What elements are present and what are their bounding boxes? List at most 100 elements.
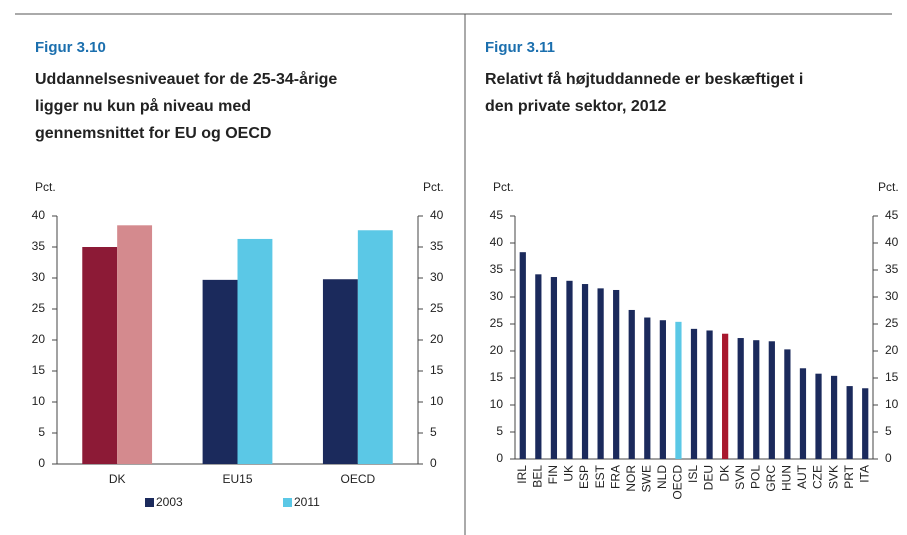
chart-title: den private sektor, 2012: [485, 98, 667, 115]
x-tick-label: EU15: [222, 472, 252, 486]
figure-label: Figur 3.11: [485, 39, 555, 56]
x-tick-label: EST: [593, 464, 607, 488]
x-tick-label: NLD: [655, 465, 669, 489]
y-tick-label: 35: [32, 239, 46, 253]
y2-tick-label: 40: [885, 235, 899, 249]
legend-swatch: [145, 498, 154, 507]
x-tick-label: DK: [717, 465, 731, 482]
y-tick-label: 25: [490, 316, 504, 330]
x-tick-label: ESP: [577, 465, 591, 489]
y2-tick-label: 10: [430, 394, 444, 408]
x-tick-label: POL: [748, 465, 762, 489]
x-tick-label: HUN: [780, 465, 794, 491]
chart-title: Relativt få højtuddannede er beskæftiget…: [485, 70, 803, 88]
y-tick-label: 15: [490, 370, 504, 384]
y2-tick-label: 25: [885, 316, 899, 330]
x-tick-label: ITA: [857, 465, 871, 483]
x-tick-label: BEL: [531, 465, 545, 488]
y-tick-label: 0: [38, 456, 45, 470]
bar: [613, 289, 620, 459]
y2-axis-label: Pct.: [423, 180, 444, 194]
x-tick-label: FIN: [546, 465, 560, 484]
chart-title: ligger nu kun på niveau med: [35, 97, 251, 115]
bar: [566, 280, 573, 459]
x-tick-label: OECD: [340, 472, 375, 486]
y-axis-label: Pct.: [493, 180, 514, 194]
y2-tick-label: 15: [885, 370, 899, 384]
y-tick-label: 5: [496, 424, 503, 438]
y-tick-label: 40: [32, 208, 46, 222]
y2-tick-label: 30: [430, 270, 444, 284]
x-tick-label: PRT: [842, 464, 856, 488]
y2-tick-label: 30: [885, 289, 899, 303]
bar: [862, 388, 869, 459]
x-tick-label: SVN: [733, 465, 747, 490]
y2-tick-label: 0: [885, 451, 892, 465]
bar: [706, 330, 713, 459]
legend-label: 2003: [156, 495, 183, 509]
y2-tick-label: 40: [430, 208, 444, 222]
x-tick-label: SVK: [826, 465, 840, 489]
y-tick-label: 30: [490, 289, 504, 303]
bar: [82, 247, 118, 464]
x-tick-label: UK: [562, 465, 576, 482]
bar: [519, 252, 526, 459]
y2-tick-label: 20: [885, 343, 899, 357]
bar: [659, 320, 666, 459]
x-tick-label: GRC: [764, 465, 778, 492]
legend-label: 2011: [294, 495, 320, 509]
y-tick-label: 40: [490, 235, 504, 249]
y2-tick-label: 35: [430, 239, 444, 253]
bar: [202, 279, 238, 464]
chart-title: Uddannelsesniveauet for de 25-34-årige: [35, 70, 337, 88]
y-tick-label: 10: [32, 394, 46, 408]
x-tick-label: OECD: [671, 465, 685, 500]
y-tick-label: 20: [32, 332, 46, 346]
y2-tick-label: 5: [885, 424, 892, 438]
chart-title: gennemsnittet for EU og OECD: [35, 125, 271, 142]
bar: [535, 274, 542, 459]
y-tick-label: 20: [490, 343, 504, 357]
bar: [753, 340, 760, 459]
x-tick-label: CZE: [811, 465, 825, 489]
y-tick-label: 45: [490, 208, 504, 222]
y-tick-label: 15: [32, 363, 46, 377]
bar: [644, 317, 651, 459]
bar: [675, 321, 682, 459]
y-tick-label: 5: [38, 425, 45, 439]
x-tick-label: IRL: [515, 465, 529, 484]
bar: [597, 288, 604, 459]
bar: [357, 230, 393, 464]
y2-tick-label: 15: [430, 363, 444, 377]
y2-tick-label: 45: [885, 208, 899, 222]
y-axis-label: Pct.: [35, 180, 56, 194]
x-tick-label: DK: [109, 472, 126, 486]
y-tick-label: 35: [490, 262, 504, 276]
y2-tick-label: 5: [430, 425, 437, 439]
y-tick-label: 30: [32, 270, 46, 284]
bar: [768, 341, 775, 459]
bar: [799, 368, 807, 459]
x-tick-label: FRA: [608, 465, 622, 489]
bar: [628, 309, 635, 459]
figure-label: Figur 3.10: [35, 39, 106, 56]
x-tick-label: AUT: [795, 464, 809, 489]
bar: [550, 277, 558, 459]
y-tick-label: 10: [490, 397, 504, 411]
x-tick-label: NOR: [624, 465, 638, 492]
x-tick-label: SWE: [639, 465, 653, 492]
y-tick-label: 25: [32, 301, 46, 315]
y2-tick-label: 25: [430, 301, 444, 315]
x-tick-label: ISL: [686, 465, 700, 483]
legend-swatch: [283, 498, 292, 507]
y2-tick-label: 35: [885, 262, 899, 276]
y-tick-label: 0: [496, 451, 503, 465]
bar: [322, 279, 358, 464]
bar: [722, 333, 729, 459]
bar: [117, 225, 153, 464]
bar: [846, 386, 853, 459]
bar: [830, 375, 838, 459]
y2-tick-label: 20: [430, 332, 444, 346]
y2-tick-label: 10: [885, 397, 899, 411]
